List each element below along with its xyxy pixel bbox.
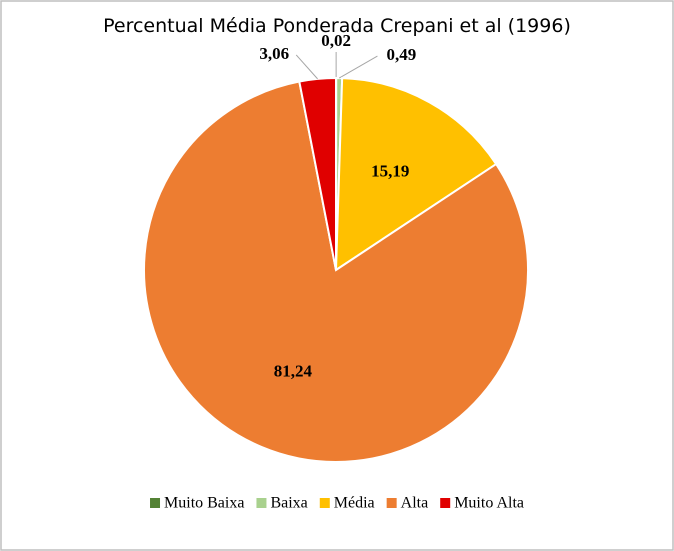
legend-label: Média [334, 495, 375, 512]
data-label: 15,19 [371, 162, 409, 181]
chart-title: Percentual Média Ponderada Crepani et al… [103, 15, 571, 37]
legend-item: Baixa [256, 495, 308, 512]
legend-label: Muito Alta [454, 495, 524, 512]
legend-swatch [256, 498, 267, 508]
legend-swatch [150, 498, 161, 508]
legend-label: Muito Baixa [164, 495, 244, 512]
leader-line [338, 55, 378, 79]
legend: Muito Baixa Baixa Média Alta Muito Alta [150, 495, 524, 512]
legend-item: Muito Baixa [150, 495, 244, 512]
data-label: 81,24 [274, 362, 313, 381]
legend-label: Baixa [270, 495, 307, 512]
data-label: 3,06 [259, 44, 289, 63]
legend-swatch [319, 498, 330, 508]
legend-swatch [386, 498, 397, 508]
pie-slice [143, 80, 529, 463]
pie-slice [334, 77, 498, 272]
pie: 0,02 0,49 15,19 81,24 3,06 [143, 31, 529, 463]
legend-item: Alta [386, 495, 429, 512]
legend-item: Média [319, 495, 375, 512]
legend-item: Muito Alta [440, 495, 524, 512]
legend-label: Alta [401, 495, 429, 512]
data-label: 0,49 [387, 45, 417, 64]
legend-swatch [440, 498, 451, 508]
leader-line [295, 54, 318, 80]
data-label: 0,02 [321, 31, 351, 50]
